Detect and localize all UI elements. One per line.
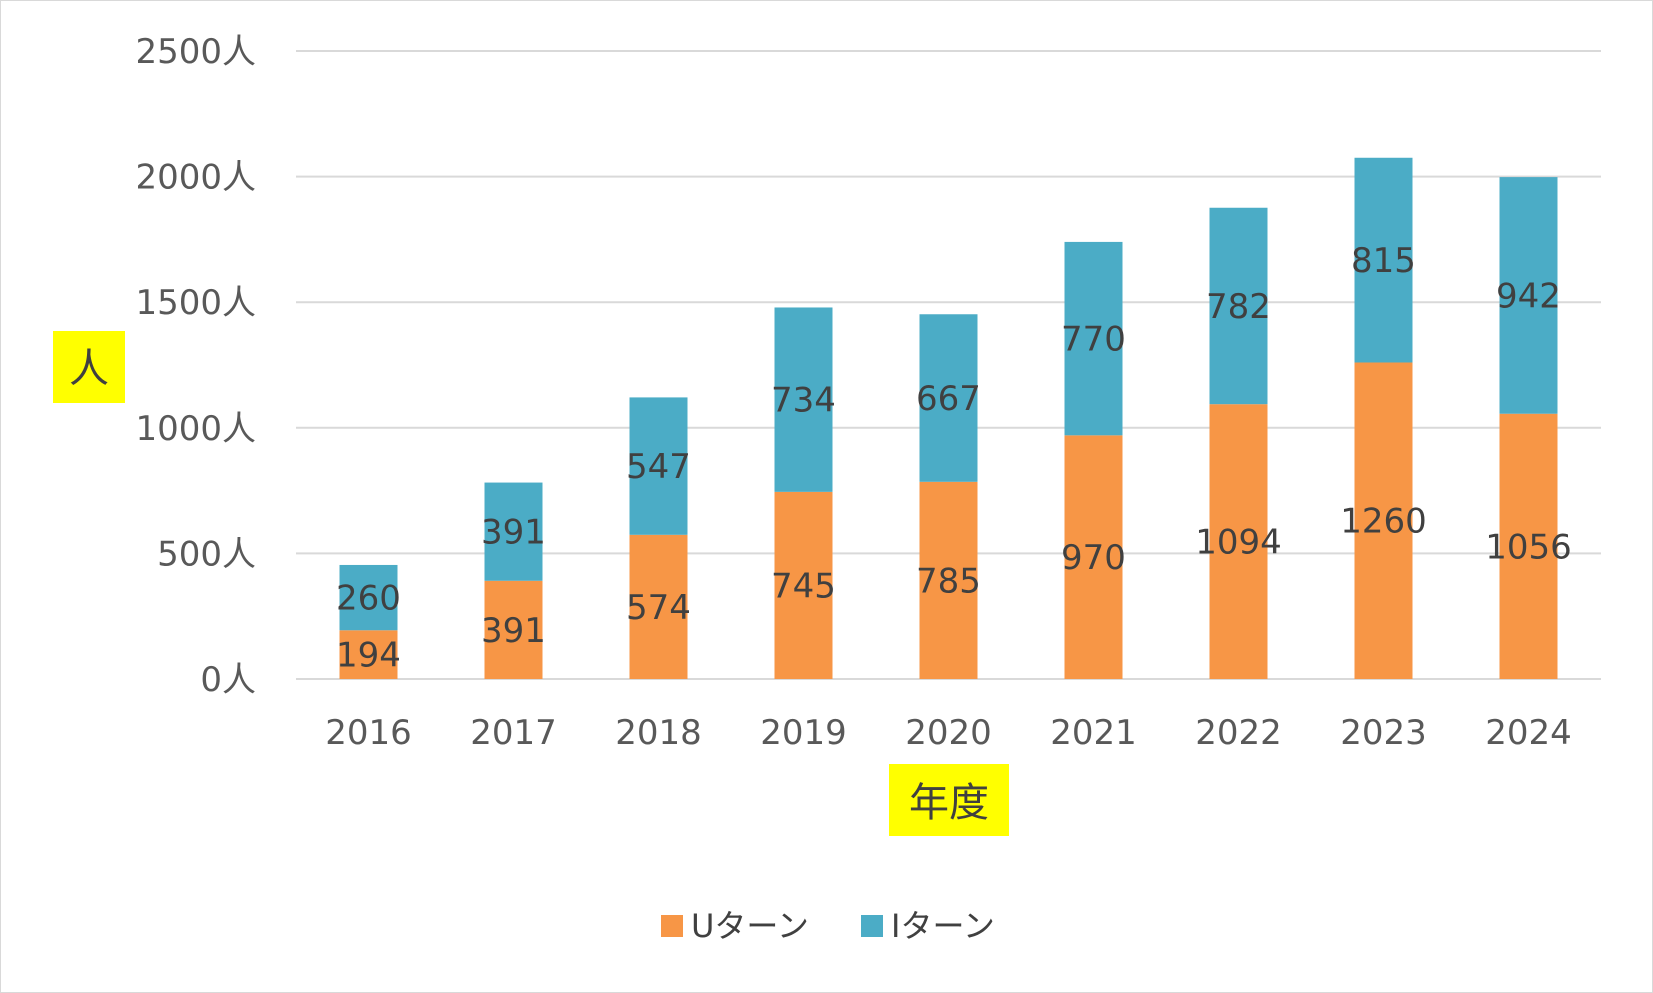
bar-segment	[484, 482, 543, 581]
x-tick-label: 2020	[905, 713, 992, 753]
legend-label: Uターン	[691, 907, 809, 945]
x-tick-label: 2024	[1485, 713, 1572, 753]
data-label: 745	[771, 566, 836, 606]
bar-segment	[629, 534, 688, 679]
x-axis-title-text: 年度	[909, 780, 989, 826]
data-label: 734	[771, 381, 836, 421]
legend: Uターン Iターン	[661, 907, 995, 945]
x-tick-label: 2021	[1050, 713, 1137, 753]
bar-segment	[1354, 157, 1413, 363]
data-label: 785	[916, 561, 981, 601]
x-tick-label: 2019	[760, 713, 847, 753]
bar-segment	[1064, 435, 1123, 679]
bars	[339, 157, 1558, 679]
bar-segment	[339, 630, 398, 679]
data-label: 194	[336, 636, 401, 676]
data-label: 1260	[1340, 502, 1427, 542]
x-tick-label: 2018	[615, 713, 702, 753]
data-label: 770	[1061, 320, 1126, 360]
data-label: 815	[1351, 241, 1416, 281]
legend-label: Iターン	[891, 907, 995, 945]
data-label: 942	[1496, 276, 1561, 316]
y-axis-ticks: 0人 500人 1000人 1500人 2000人 2500人	[135, 32, 256, 700]
bar-segment	[774, 307, 833, 492]
x-tick-label: 2023	[1340, 713, 1427, 753]
y-tick-label: 1500人	[135, 283, 256, 323]
bar-segment	[1499, 413, 1558, 679]
data-label: 391	[481, 513, 546, 553]
y-axis-title-text: 人	[69, 346, 109, 392]
y-tick-label: 0人	[200, 660, 256, 700]
bar-segment	[919, 314, 978, 482]
bar-segment	[774, 491, 833, 679]
y-tick-label: 2500人	[135, 32, 256, 72]
bar-segment	[339, 564, 398, 631]
data-label: 260	[336, 579, 401, 619]
x-tick-label: 2016	[325, 713, 412, 753]
x-axis-ticks: 2016 2017 2018 2019 2020 2021 2022 2023 2024	[325, 713, 1572, 753]
legend-swatch	[661, 915, 683, 937]
x-tick-label: 2022	[1195, 713, 1282, 753]
bar-segment	[1499, 177, 1558, 414]
bar-segment	[1209, 404, 1268, 679]
bar-segment	[1064, 241, 1123, 436]
bar-segment	[1209, 207, 1268, 405]
legend-swatch	[861, 915, 883, 937]
y-tick-label: 1000人	[135, 409, 256, 449]
data-label: 391	[481, 611, 546, 651]
y-tick-label: 500人	[157, 534, 256, 574]
data-label: 782	[1206, 287, 1271, 327]
data-label: 970	[1061, 538, 1126, 578]
y-tick-label: 2000人	[135, 158, 256, 198]
data-label: 574	[626, 588, 691, 628]
data-label: 1056	[1485, 527, 1572, 567]
x-axis-title: 年度	[889, 764, 1009, 836]
data-label: 1094	[1195, 523, 1282, 563]
data-label: 547	[626, 447, 691, 487]
bar-segment	[1354, 362, 1413, 679]
y-axis-title: 人	[53, 331, 125, 403]
x-tick-label: 2017	[470, 713, 557, 753]
data-labels: 194 260 391 391 574 547 745 734 785 667 970 770 1094…	[336, 241, 1572, 676]
data-label: 667	[916, 379, 981, 419]
bar-segment	[919, 481, 978, 679]
bar-segment	[484, 580, 543, 679]
bar-segment	[629, 397, 688, 535]
